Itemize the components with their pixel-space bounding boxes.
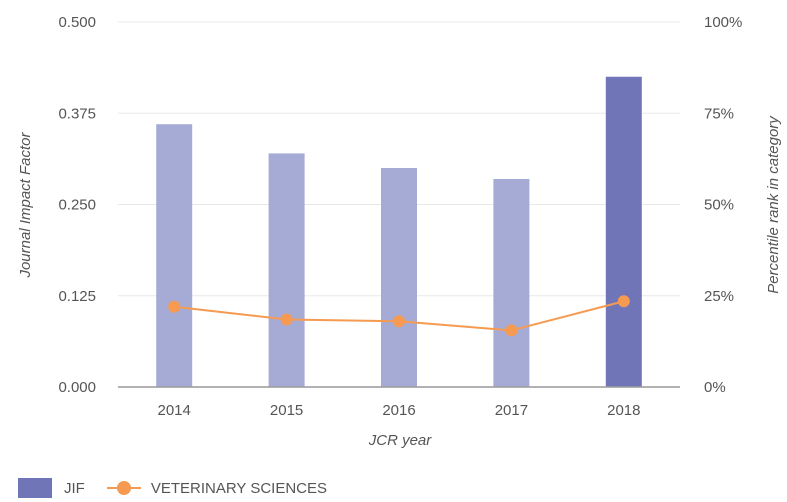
bar[interactable]	[493, 178, 530, 387]
line-point[interactable]	[280, 313, 293, 326]
chart: 0.000 0% 0.125 25% 0.250 50% 0.375 75% 0.500 100%…	[17, 14, 782, 449]
y2-axis-title: Percentile rank in category	[765, 115, 782, 294]
bar[interactable]	[605, 76, 642, 387]
line-point[interactable]	[393, 315, 405, 328]
bar[interactable]	[381, 168, 417, 387]
x-tick-label: 2014	[158, 402, 191, 419]
x-axis-title: JCR year	[368, 432, 433, 449]
line-series	[168, 295, 630, 337]
x-tick-label: 2016	[382, 402, 415, 419]
line-point[interactable]	[168, 300, 181, 313]
y-tick-label: 0.250	[58, 197, 96, 214]
y-tick-label: 0.000	[58, 379, 96, 396]
x-tick-label: 2018	[607, 402, 640, 419]
legend-item-jif[interactable]: JIF	[18, 478, 85, 498]
bar[interactable]	[156, 124, 193, 387]
line-point[interactable]	[505, 324, 518, 337]
y-tick-label: 0.500	[58, 14, 96, 31]
legend: JIF VETERINARY SCIENCES	[18, 478, 349, 498]
y2-tick-label: 0%	[704, 379, 726, 396]
y-axis-title: Journal Impact Factor	[17, 131, 34, 278]
axes: 0.000 0% 0.125 25% 0.250 50% 0.375 75% 0.500 100%…	[58, 14, 742, 419]
jif-swatch	[18, 478, 52, 498]
y2-tick-label: 100%	[704, 14, 742, 31]
y-tick-label: 0.125	[58, 288, 96, 305]
bar-series	[156, 76, 642, 387]
x-tick-label: 2017	[495, 402, 528, 419]
legend-label-category: VETERINARY SCIENCES	[150, 479, 328, 497]
x-tick-label: 2015	[270, 402, 303, 419]
y2-tick-label: 75%	[704, 105, 734, 122]
y-tick-label: 0.375	[58, 105, 96, 122]
bar[interactable]	[268, 153, 305, 387]
line-point[interactable]	[617, 295, 630, 308]
y2-tick-label: 50%	[704, 197, 734, 214]
category-swatch	[106, 478, 141, 498]
legend-label-jif: JIF	[64, 479, 85, 497]
y2-tick-label: 25%	[704, 288, 734, 305]
legend-item-category[interactable]: VETERINARY SCIENCES	[106, 478, 328, 498]
